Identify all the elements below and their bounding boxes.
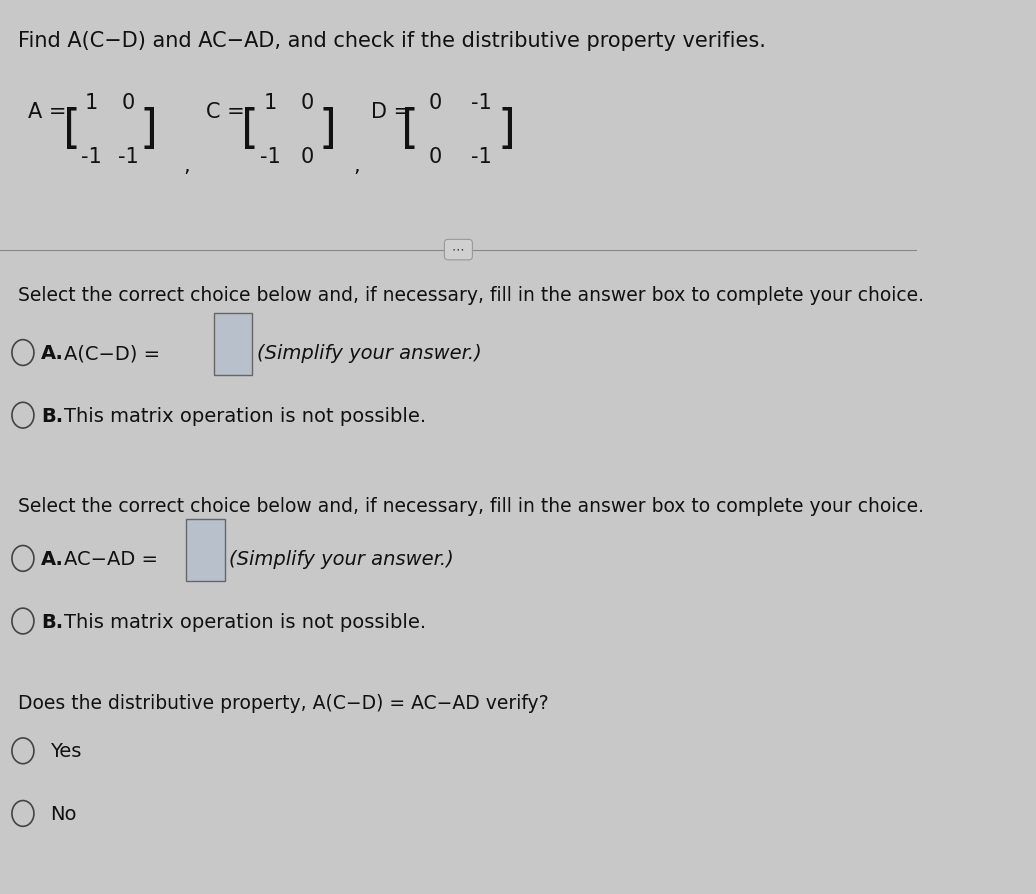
Text: [: [ bbox=[241, 107, 259, 152]
Text: 0: 0 bbox=[429, 147, 442, 166]
Text: ]: ] bbox=[497, 107, 516, 152]
Text: -1: -1 bbox=[471, 93, 492, 113]
Text: ⋯: ⋯ bbox=[449, 244, 468, 257]
Text: This matrix operation is not possible.: This matrix operation is not possible. bbox=[64, 406, 426, 426]
Text: Yes: Yes bbox=[51, 741, 82, 761]
Text: -1: -1 bbox=[118, 147, 139, 166]
Text: 1: 1 bbox=[85, 93, 98, 113]
Text: ,: , bbox=[183, 156, 190, 175]
Text: (Simplify your answer.): (Simplify your answer.) bbox=[257, 343, 482, 363]
Text: A.: A. bbox=[41, 343, 64, 363]
Text: 0: 0 bbox=[122, 93, 135, 113]
Text: [: [ bbox=[62, 107, 81, 152]
Text: Select the correct choice below and, if necessary, fill in the answer box to com: Select the correct choice below and, if … bbox=[19, 286, 924, 305]
Text: No: No bbox=[51, 804, 77, 823]
Text: ]: ] bbox=[140, 107, 157, 152]
Text: (Simplify your answer.): (Simplify your answer.) bbox=[229, 549, 454, 569]
Text: D =: D = bbox=[371, 102, 411, 122]
Text: A =: A = bbox=[28, 102, 66, 122]
Text: ,: , bbox=[353, 156, 359, 175]
Text: -1: -1 bbox=[81, 147, 103, 166]
Text: A(C−D) =: A(C−D) = bbox=[64, 343, 161, 363]
Text: -1: -1 bbox=[260, 147, 281, 166]
FancyBboxPatch shape bbox=[213, 314, 252, 375]
Text: B.: B. bbox=[41, 611, 63, 631]
Text: 0: 0 bbox=[300, 93, 314, 113]
Text: ]: ] bbox=[318, 107, 337, 152]
Text: 1: 1 bbox=[264, 93, 277, 113]
Text: 0: 0 bbox=[429, 93, 442, 113]
Text: Find A(C−D) and AC−AD, and check if the distributive property verifies.: Find A(C−D) and AC−AD, and check if the … bbox=[19, 31, 767, 51]
FancyBboxPatch shape bbox=[186, 519, 225, 581]
Text: 0: 0 bbox=[300, 147, 314, 166]
Text: C =: C = bbox=[206, 102, 246, 122]
Text: Does the distributive property, A(C−D) = AC−AD verify?: Does the distributive property, A(C−D) =… bbox=[19, 693, 549, 712]
Text: Select the correct choice below and, if necessary, fill in the answer box to com: Select the correct choice below and, if … bbox=[19, 496, 924, 515]
Text: [: [ bbox=[401, 107, 420, 152]
Text: B.: B. bbox=[41, 406, 63, 426]
Text: A.: A. bbox=[41, 549, 64, 569]
Text: This matrix operation is not possible.: This matrix operation is not possible. bbox=[64, 611, 426, 631]
Text: -1: -1 bbox=[471, 147, 492, 166]
Text: AC−AD =: AC−AD = bbox=[64, 549, 159, 569]
